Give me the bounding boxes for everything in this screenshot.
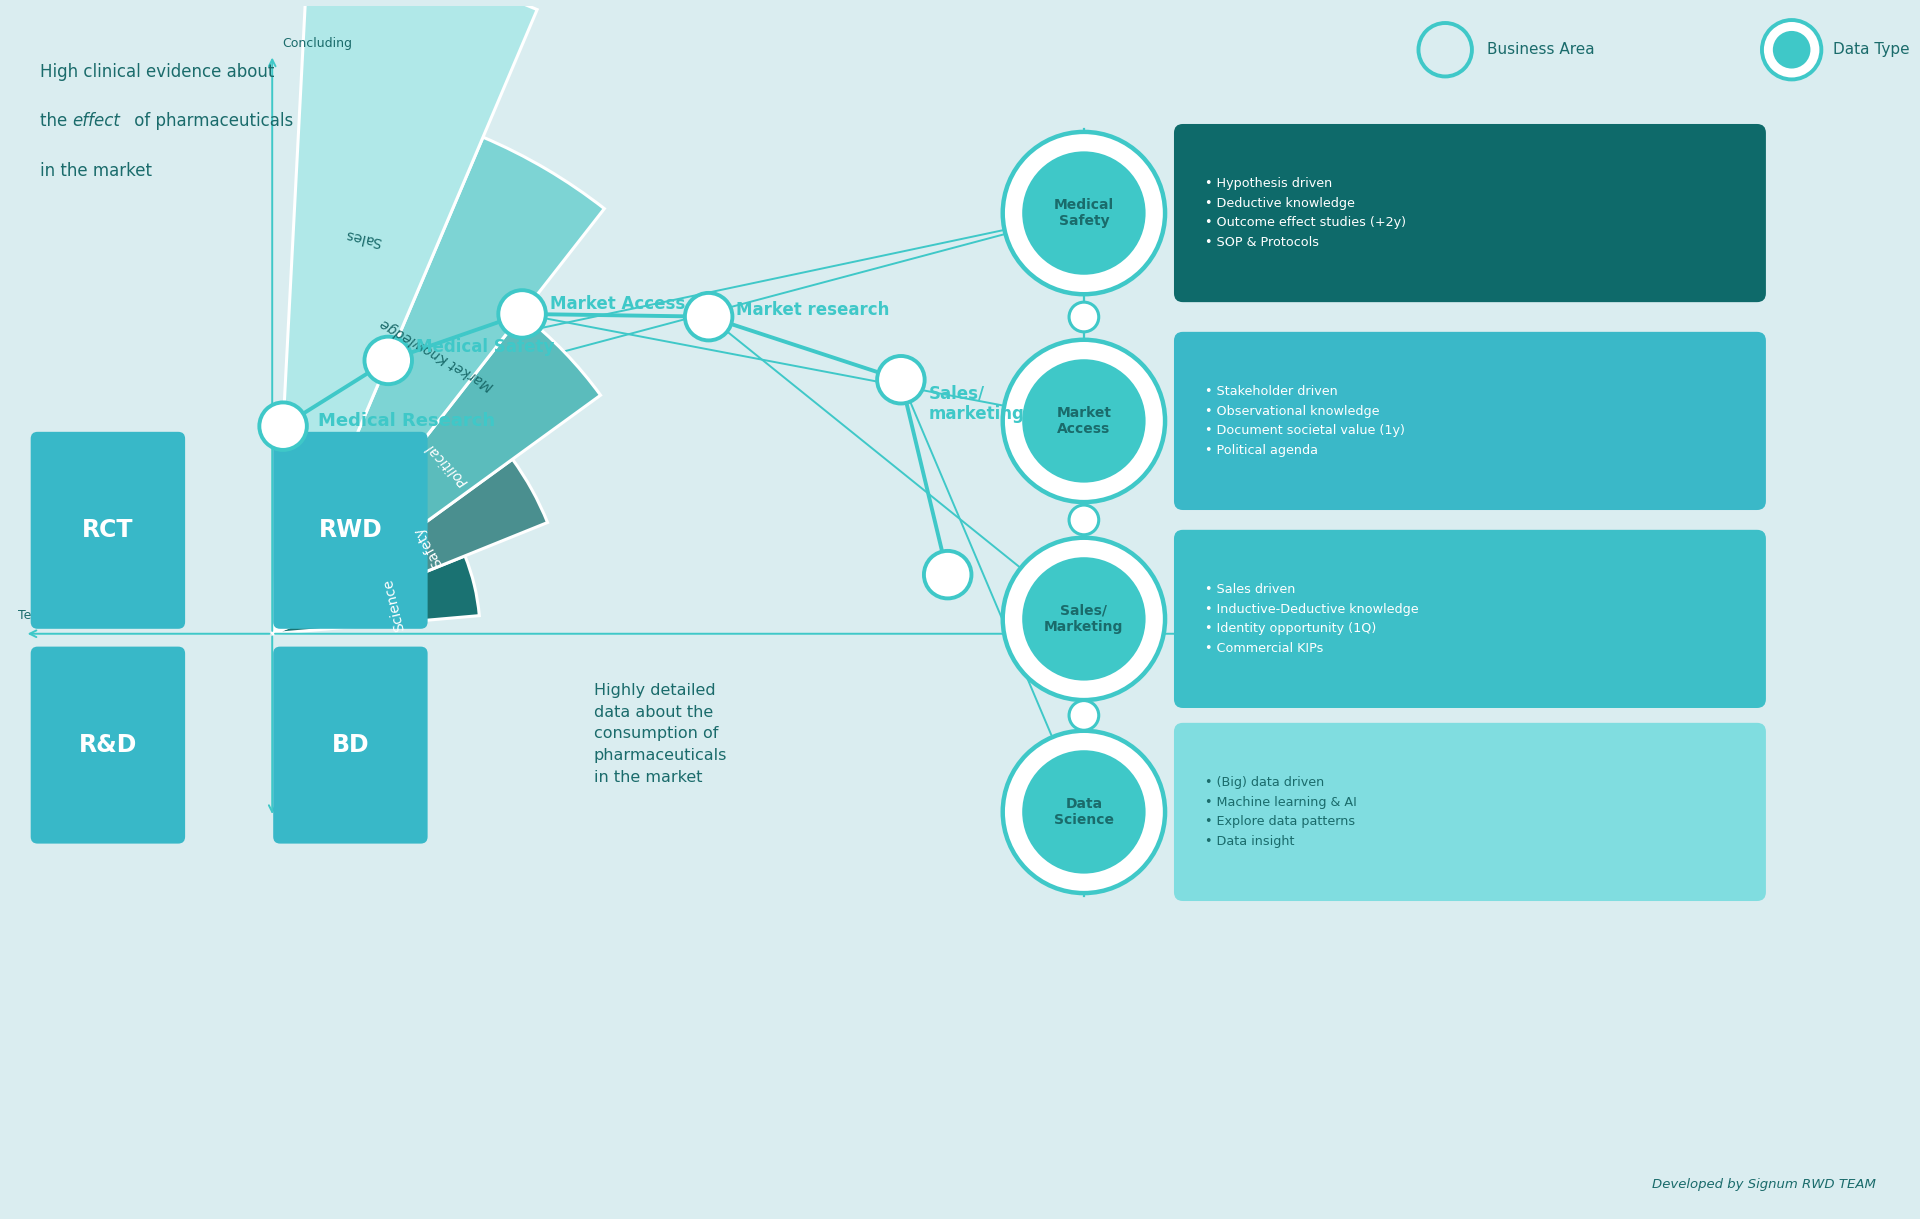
Wedge shape [273,315,601,634]
Circle shape [259,402,307,450]
FancyBboxPatch shape [1173,332,1766,510]
FancyBboxPatch shape [273,432,428,629]
Text: Concluding: Concluding [282,37,351,50]
Text: • Sales driven
• Inductive-Deductive knowledge
• Identity opportunity (1Q)
• Com: • Sales driven • Inductive-Deductive kno… [1204,583,1419,655]
Circle shape [1021,557,1146,680]
Circle shape [1772,30,1811,68]
Circle shape [1021,151,1146,274]
Circle shape [1002,538,1165,700]
Text: • Hypothesis driven
• Deductive knowledge
• Outcome effect studies (+2y)
• SOP &: • Hypothesis driven • Deductive knowledg… [1204,177,1405,249]
Text: Developed by Signum RWD TEAM: Developed by Signum RWD TEAM [1651,1178,1876,1191]
Text: Business Area: Business Area [1486,43,1594,57]
Text: effect: effect [73,112,121,130]
Wedge shape [273,460,547,634]
Text: • Stakeholder driven
• Observational knowledge
• Document societal value (1y)
• : • Stakeholder driven • Observational kno… [1204,385,1405,457]
Text: Market
Access: Market Access [1056,406,1112,436]
FancyBboxPatch shape [31,432,184,629]
Circle shape [1002,730,1165,894]
Text: the: the [40,112,73,130]
Circle shape [685,293,732,340]
Wedge shape [273,556,480,634]
Text: Political: Political [424,440,470,489]
Text: Science: Science [380,577,407,633]
Text: R&D: R&D [79,733,136,757]
FancyBboxPatch shape [1173,124,1766,302]
Text: Data Type: Data Type [1834,43,1910,57]
Text: Market Knowledge: Market Knowledge [378,316,495,394]
Text: Sales/
Marketing: Sales/ Marketing [1044,603,1123,634]
Text: Safety: Safety [411,524,445,570]
Text: Medical
Safety: Medical Safety [1054,197,1114,228]
Circle shape [877,356,925,403]
Text: Market Access: Market Access [549,295,685,313]
Text: Sales: Sales [344,227,384,249]
Text: Highly detailed
data about the
consumption of
pharmaceuticals
in the market: Highly detailed data about the consumpti… [593,683,728,785]
Circle shape [1002,340,1165,502]
Text: RCT: RCT [83,518,134,542]
Wedge shape [273,138,605,634]
Text: in the market: in the market [40,162,152,179]
Text: Medical Safety: Medical Safety [417,339,555,356]
Circle shape [1021,360,1146,483]
Circle shape [499,290,545,338]
Text: Test: Test [17,608,42,622]
Circle shape [1069,701,1098,730]
Text: BD: BD [332,733,369,757]
Circle shape [1021,750,1146,874]
Text: Market research: Market research [737,301,889,318]
Text: Medical Research: Medical Research [317,412,495,430]
Circle shape [1069,505,1098,535]
Circle shape [365,336,413,384]
Text: Sales/
marketing: Sales/ marketing [929,385,1025,423]
FancyBboxPatch shape [1173,530,1766,708]
FancyBboxPatch shape [273,646,428,844]
Text: Data
Science: Data Science [1054,797,1114,826]
Circle shape [1763,20,1822,79]
Text: Exploring: Exploring [282,824,342,836]
FancyBboxPatch shape [31,646,184,844]
Text: High clinical evidence about: High clinical evidence about [40,62,275,80]
Text: RWD: RWD [319,518,382,542]
Text: • (Big) data driven
• Machine learning & AI
• Explore data patterns
• Data insig: • (Big) data driven • Machine learning &… [1204,777,1357,847]
Circle shape [1069,302,1098,332]
Text: of pharmaceuticals: of pharmaceuticals [129,112,294,130]
Text: Consumption: Consumption [1342,608,1425,622]
Circle shape [924,551,972,599]
Circle shape [1002,132,1165,294]
Wedge shape [273,0,538,634]
FancyBboxPatch shape [1173,723,1766,901]
